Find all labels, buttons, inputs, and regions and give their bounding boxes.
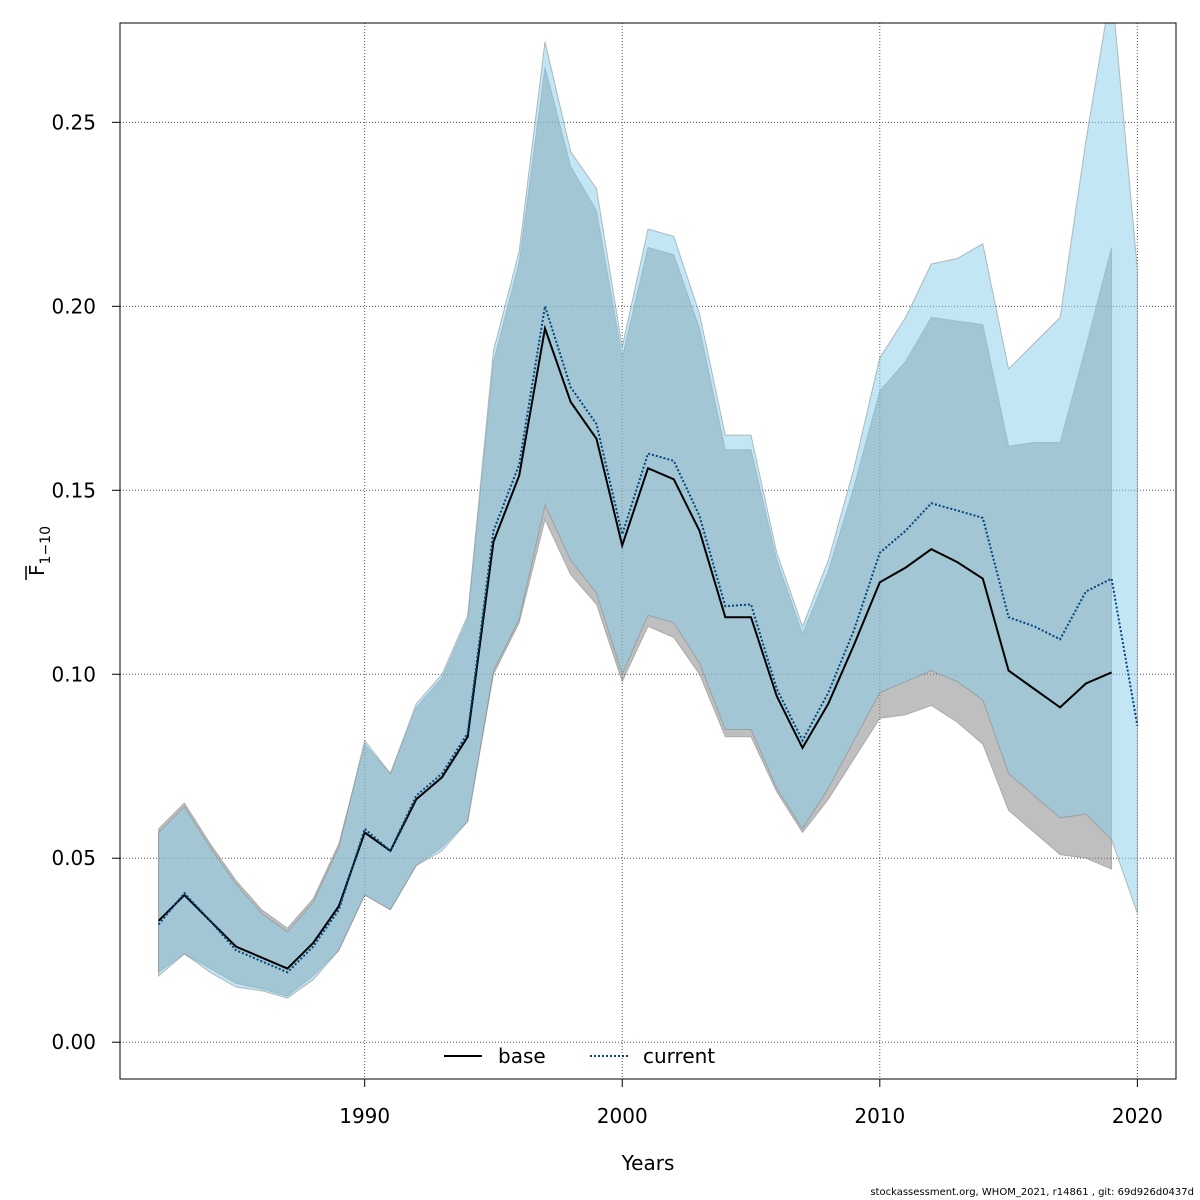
x-axis-label: Years — [621, 1151, 675, 1175]
confidence-bands — [158, 23, 1138, 999]
svg-text:F1−10: F1−10 — [25, 526, 54, 576]
x-tick-label-1990: 1990 — [339, 1104, 390, 1128]
x-axis: 1990 2000 2010 2020 — [339, 1079, 1163, 1128]
y-tick-label-0.05: 0.05 — [51, 846, 96, 870]
y-axis-label-subscript: 1−10 — [38, 526, 54, 564]
legend: base current — [444, 1044, 715, 1068]
y-axis-label-main: F — [25, 564, 49, 576]
x-tick-label-2000: 2000 — [597, 1104, 648, 1128]
y-tick-label-0.20: 0.20 — [51, 294, 96, 318]
line-current — [157, 305, 1139, 974]
legend-label-current: current — [643, 1044, 715, 1068]
x-tick-label-2020: 2020 — [1112, 1104, 1163, 1128]
plot-frame — [119, 22, 1177, 1080]
y-tick-label-0.15: 0.15 — [51, 478, 96, 502]
line-base — [157, 324, 1112, 970]
footer-credit: stockassessment.org, WHOM_2021, r14861 ,… — [870, 1187, 1194, 1198]
y-tick-label-0.00: 0.00 — [51, 1030, 96, 1054]
y-axis: 0.00 0.05 0.10 0.15 0.20 0.25 — [51, 110, 120, 1054]
y-tick-label-0.10: 0.10 — [51, 662, 96, 686]
y-tick-label-0.25: 0.25 — [51, 110, 96, 134]
y-axis-label: F1−10 — [25, 526, 54, 580]
band-current — [158, 23, 1138, 999]
x-tick-label-2010: 2010 — [854, 1104, 905, 1128]
series-lines — [157, 305, 1139, 974]
legend-label-base: base — [498, 1044, 546, 1068]
